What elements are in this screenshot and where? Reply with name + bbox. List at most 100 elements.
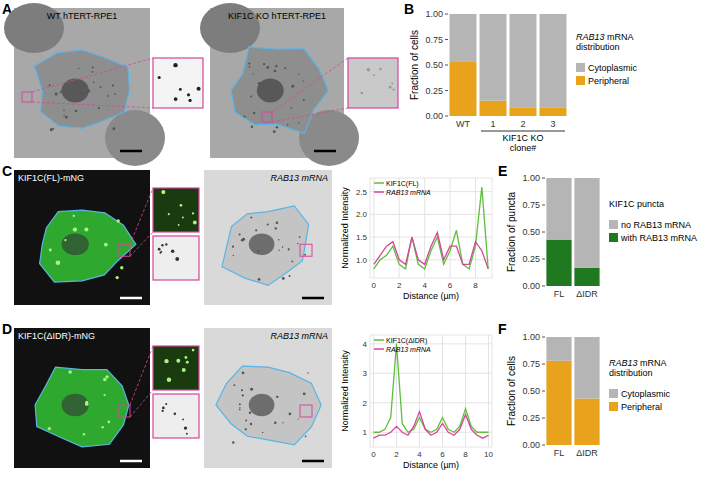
spot [104, 243, 108, 247]
spot [282, 277, 285, 280]
spot [112, 127, 115, 130]
image-label: RAB13 mRNA [270, 331, 328, 341]
nucleus [249, 233, 275, 255]
spot [167, 378, 171, 382]
plot-frame [370, 335, 492, 447]
spot [367, 68, 371, 72]
spot [73, 215, 75, 217]
spot [257, 250, 259, 252]
group-label: KIF1C KO [502, 133, 543, 143]
series-line [373, 344, 488, 432]
tick-label: 0.50 [522, 386, 540, 396]
spot [270, 97, 273, 100]
legend-swatch [374, 191, 384, 193]
spot [186, 433, 188, 435]
spot [83, 433, 85, 435]
tick [542, 445, 545, 446]
inset [153, 188, 199, 232]
spot [78, 93, 80, 95]
images: WT hTERT-RPE1KIF1C KO hTERT-RPE1KIF1C(FL… [4, 3, 398, 468]
spot [250, 216, 252, 218]
legend-label: no RAB13 mRNA [621, 220, 691, 230]
image-label: KIF1C KO hTERT-RPE1 [228, 11, 326, 21]
spot [302, 80, 303, 81]
spot [239, 233, 241, 235]
legend-title: RAB13 mRNA [576, 32, 634, 42]
legend-label: Cytoplasmic [588, 63, 638, 73]
grid-line [488, 335, 489, 447]
spot [299, 236, 301, 238]
legend-title: KIF1C puncta [609, 199, 664, 209]
spot [232, 441, 234, 443]
legend-label: KIF1C(FL) [386, 180, 419, 188]
roi [300, 244, 312, 256]
tick-label: 0.75 [522, 200, 540, 210]
micrograph [14, 170, 150, 305]
spot [251, 125, 253, 127]
spot [92, 66, 94, 68]
spot [297, 243, 298, 244]
tick-label: 0.50 [425, 60, 443, 70]
spot [373, 74, 375, 76]
spot [305, 435, 307, 437]
panel-letter: D [2, 321, 12, 337]
scale-bar [120, 460, 142, 463]
tick-label: 3 [363, 369, 368, 378]
roi-link [130, 232, 153, 256]
spot [262, 432, 263, 433]
spot [250, 423, 252, 425]
spot [188, 99, 191, 102]
figure: ABCDEFWT hTERT-RPE1KIF1C KO hTERT-RPE1KI… [0, 0, 705, 485]
legend-swatch [576, 63, 585, 72]
spot [284, 67, 286, 69]
background [0, 0, 705, 485]
plot-frame [370, 178, 492, 278]
spot [114, 93, 116, 95]
grid-line [370, 237, 492, 238]
bar [546, 361, 571, 445]
tick [542, 259, 545, 260]
spot [180, 204, 183, 207]
spot [193, 221, 197, 225]
spot [287, 124, 289, 126]
spot [49, 248, 52, 251]
spot [276, 126, 279, 129]
grid-line [450, 178, 451, 278]
bar [450, 62, 477, 116]
tick [542, 232, 545, 233]
spot [379, 68, 381, 70]
roi-link [32, 102, 153, 108]
spot [73, 227, 77, 231]
spot [48, 427, 51, 430]
spot [187, 93, 190, 96]
spot [278, 249, 279, 250]
tick-label: 8 [463, 450, 468, 459]
bar [574, 178, 599, 268]
spot [255, 229, 257, 231]
inset [153, 236, 199, 280]
panel-letter: B [404, 1, 414, 17]
legend-swatch [609, 402, 618, 411]
tick-label: 4 [417, 450, 422, 459]
spot [274, 422, 277, 425]
legend-swatch [609, 389, 618, 398]
panel-letter: E [498, 163, 507, 179]
spot [159, 252, 161, 254]
tick-label: 1.0 [356, 256, 368, 265]
tick-label: 0.00 [522, 440, 540, 450]
spot [288, 275, 290, 277]
spot [239, 409, 241, 411]
bar [480, 14, 507, 101]
roi [262, 112, 272, 122]
tick [445, 39, 448, 40]
legend-title-part: mRNA [605, 32, 634, 42]
spot [103, 378, 106, 381]
spot [88, 90, 91, 93]
series-line [374, 187, 488, 269]
tick-label: 0.50 [522, 227, 540, 237]
spot [92, 71, 94, 73]
cell-outline [40, 210, 136, 282]
bar-chart: 0.000.250.500.751.00Fraction of punctaFL… [506, 173, 697, 299]
axis-title: Normalized Intensity [340, 350, 350, 432]
spot [184, 356, 187, 359]
